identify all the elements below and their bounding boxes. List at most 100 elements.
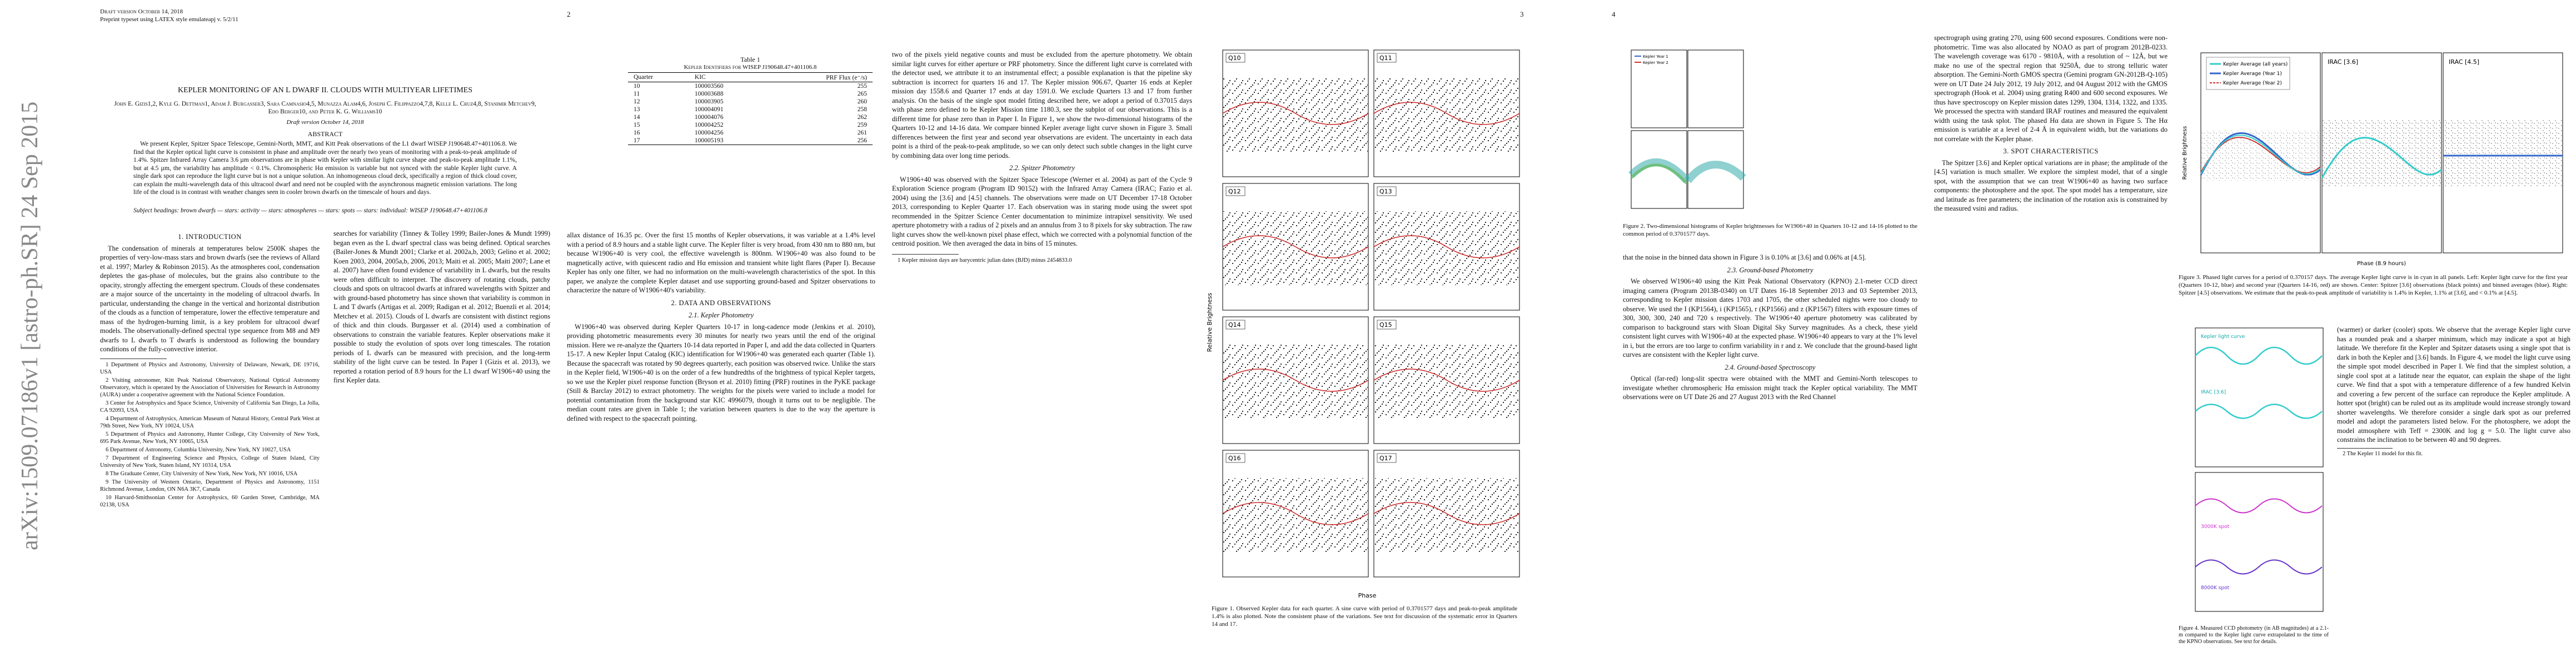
footnote: 6 Department of Astronomy, Columbia Univ… [106,446,291,453]
footnote-rule [892,253,959,255]
subsection-heading: 2.3. Ground-based Photometry [1727,266,1813,274]
x-axis-label: Phase (8.9 hours) [2357,261,2406,267]
sine-curve [1373,102,1520,125]
table-title: Table 1 [740,56,760,63]
table-row: 13 100004091 258 [628,106,873,113]
scatter-texture [1223,345,1368,419]
paragraph: Optical (far-red) long-slit spectra were… [1623,375,1917,401]
model-curve [2195,498,2323,514]
light-curve [2200,135,2321,175]
paragraph: two of the pixels yield negative counts … [892,51,1192,160]
sine-curve [1373,235,1520,258]
legend-label: Kepler Average (all years) [2223,62,2288,67]
column: spectrograph using grating 270, using 60… [1934,33,2168,215]
scatter-texture [2443,120,2563,186]
panel-label: Q15 [1379,321,1392,328]
scatter-texture [1374,78,1519,152]
cell: 100005193 [694,137,724,144]
figure-caption: Figure 3. Phased light curves for a peri… [2179,274,2568,296]
paragraph: (warmer) or darker (cooler) spots. We ob… [2337,326,2570,444]
authors: John E. Gizis1,2, Kyle G. Dettman1, Adam… [114,101,536,115]
panel-label: Q10 [1228,54,1241,62]
sine-curve [1373,369,1520,392]
subsection-heading: 2.2. Spitzer Photometry [1009,164,1075,172]
cell: 100004091 [694,106,724,113]
scatter-texture [1374,211,1519,285]
table-row: 16 100004256 261 [628,129,873,137]
panel-frame [2195,327,2324,467]
model-curve [2195,346,2323,365]
label-box [1225,186,1245,196]
cell: 14 [634,114,640,121]
footnote: 8 The Graduate Center, City University o… [106,470,298,477]
footnote: 10 Harvard-Smithsonian Center for Astrop… [100,494,320,508]
column: allax distance of 16.35 pc. Over the fir… [567,231,875,424]
footnote-rule [2337,447,2393,449]
paragraph: W1906+40 was observed during Kepler Quar… [567,322,875,422]
label-box [1225,320,1245,330]
figure-caption: Figure 2. Two-dimensional histograms of … [1623,223,1917,237]
panel-label: IRAC [3.6] [2328,58,2358,66]
column-header: Quarter [634,74,654,81]
panel-label: IRAC [4.5] [2449,58,2479,66]
abstract-heading: ABSTRACT [307,130,343,138]
paragraph: W1906+40 was observed with the Spitzer S… [892,175,1192,248]
cell: 261 [857,130,867,136]
x-axis-label: Phase [1358,592,1377,599]
paragraph: The Spitzer [3.6] and Kepler optical var… [1934,158,2168,213]
sine-curve [1222,235,1369,258]
cell: 265 [857,91,867,97]
header-preprint: Preprint typeset using LATEX style emula… [100,16,238,23]
cell: 11 [634,91,640,97]
table-row: 14 100004076 262 [628,113,873,121]
panel-label: Q17 [1379,455,1392,462]
paragraph: that the noise in the binned data shown … [1623,253,1866,261]
footnote: 7 Department of Engineering Science and … [100,455,320,469]
cell: 100004076 [694,114,724,121]
figure-1: Q10 Q11 Q12 Q13 Q14 Q15 Q16 Q17 Relative Bright… [1206,49,1520,599]
sine-curve [1222,502,1369,525]
histogram-band [1630,163,1688,185]
table-header: Quarter KIC PRF Flux (e⁻/s) [628,72,873,82]
legend-label: Kepler Year 1 [1643,54,1668,59]
scatter-texture [1223,211,1368,285]
figure-2: Kepler Year 1 Kepler Year 2 [1628,49,1746,209]
table-row: 10 100003560 255 [628,82,873,91]
cell: 258 [857,106,867,113]
subsection-heading: 2.1. Kepler Photometry [688,311,754,319]
footnote: 2 The Kepler 11 model for this fit. [2343,450,2423,457]
column: searches for variability (Tinney & Tolle… [333,229,550,386]
draft-date: Draft version October 14, 2018 [286,119,364,126]
label-box [1377,453,1397,463]
scatter-texture [1223,78,1368,152]
cell: 259 [857,122,867,128]
table-1: Table 1 Kepler Identifiers for WISEP J19… [628,56,873,145]
panel-label: Q16 [1228,455,1241,462]
section-heading: 1. INTRODUCTION [178,233,242,241]
abstract: We present Kepler, Spitzer Space Telesco… [133,141,517,196]
table-row: 11 100003688 265 [628,90,873,98]
cell: 13 [634,106,640,113]
scatter-texture [1223,478,1368,552]
paragraph: searches for variability (Tinney & Tolle… [333,230,550,384]
section-heading: 3. SPOT CHARACTERISTICS [2003,147,2099,155]
cell: 262 [857,114,867,121]
scatter-texture [2322,120,2442,186]
column: (warmer) or darker (cooler) spots. We ob… [2337,325,2570,459]
table-row: 15 100004252 259 [628,121,873,129]
panel-frame [1631,49,1687,128]
cell: 255 [857,83,867,89]
panel-frame [1687,49,1744,128]
panel-grid: Q10 Q11 Q12 Q13 Q14 Q15 Q16 Q17 [1222,49,1520,578]
header-draft: Draft version October 14, 2018 [100,8,183,15]
panel-frame [2195,472,2324,612]
y-axis-label: Relative Brightness [1206,293,1213,352]
subsection-heading: 2.4. Ground-based Spectroscopy [1725,363,1816,371]
table: Quarter KIC PRF Flux (e⁻/s) 10 100003560 2… [628,72,873,145]
figure-3: Kepler Average (all years) Kepler Averag… [2182,52,2563,267]
footnote: 1 Department of Physics and Astronomy, U… [100,361,320,375]
scatter-texture [1374,478,1519,552]
footnote: 4 Department of Astrophysics, American M… [100,415,320,429]
panel-label: Q11 [1379,54,1392,62]
